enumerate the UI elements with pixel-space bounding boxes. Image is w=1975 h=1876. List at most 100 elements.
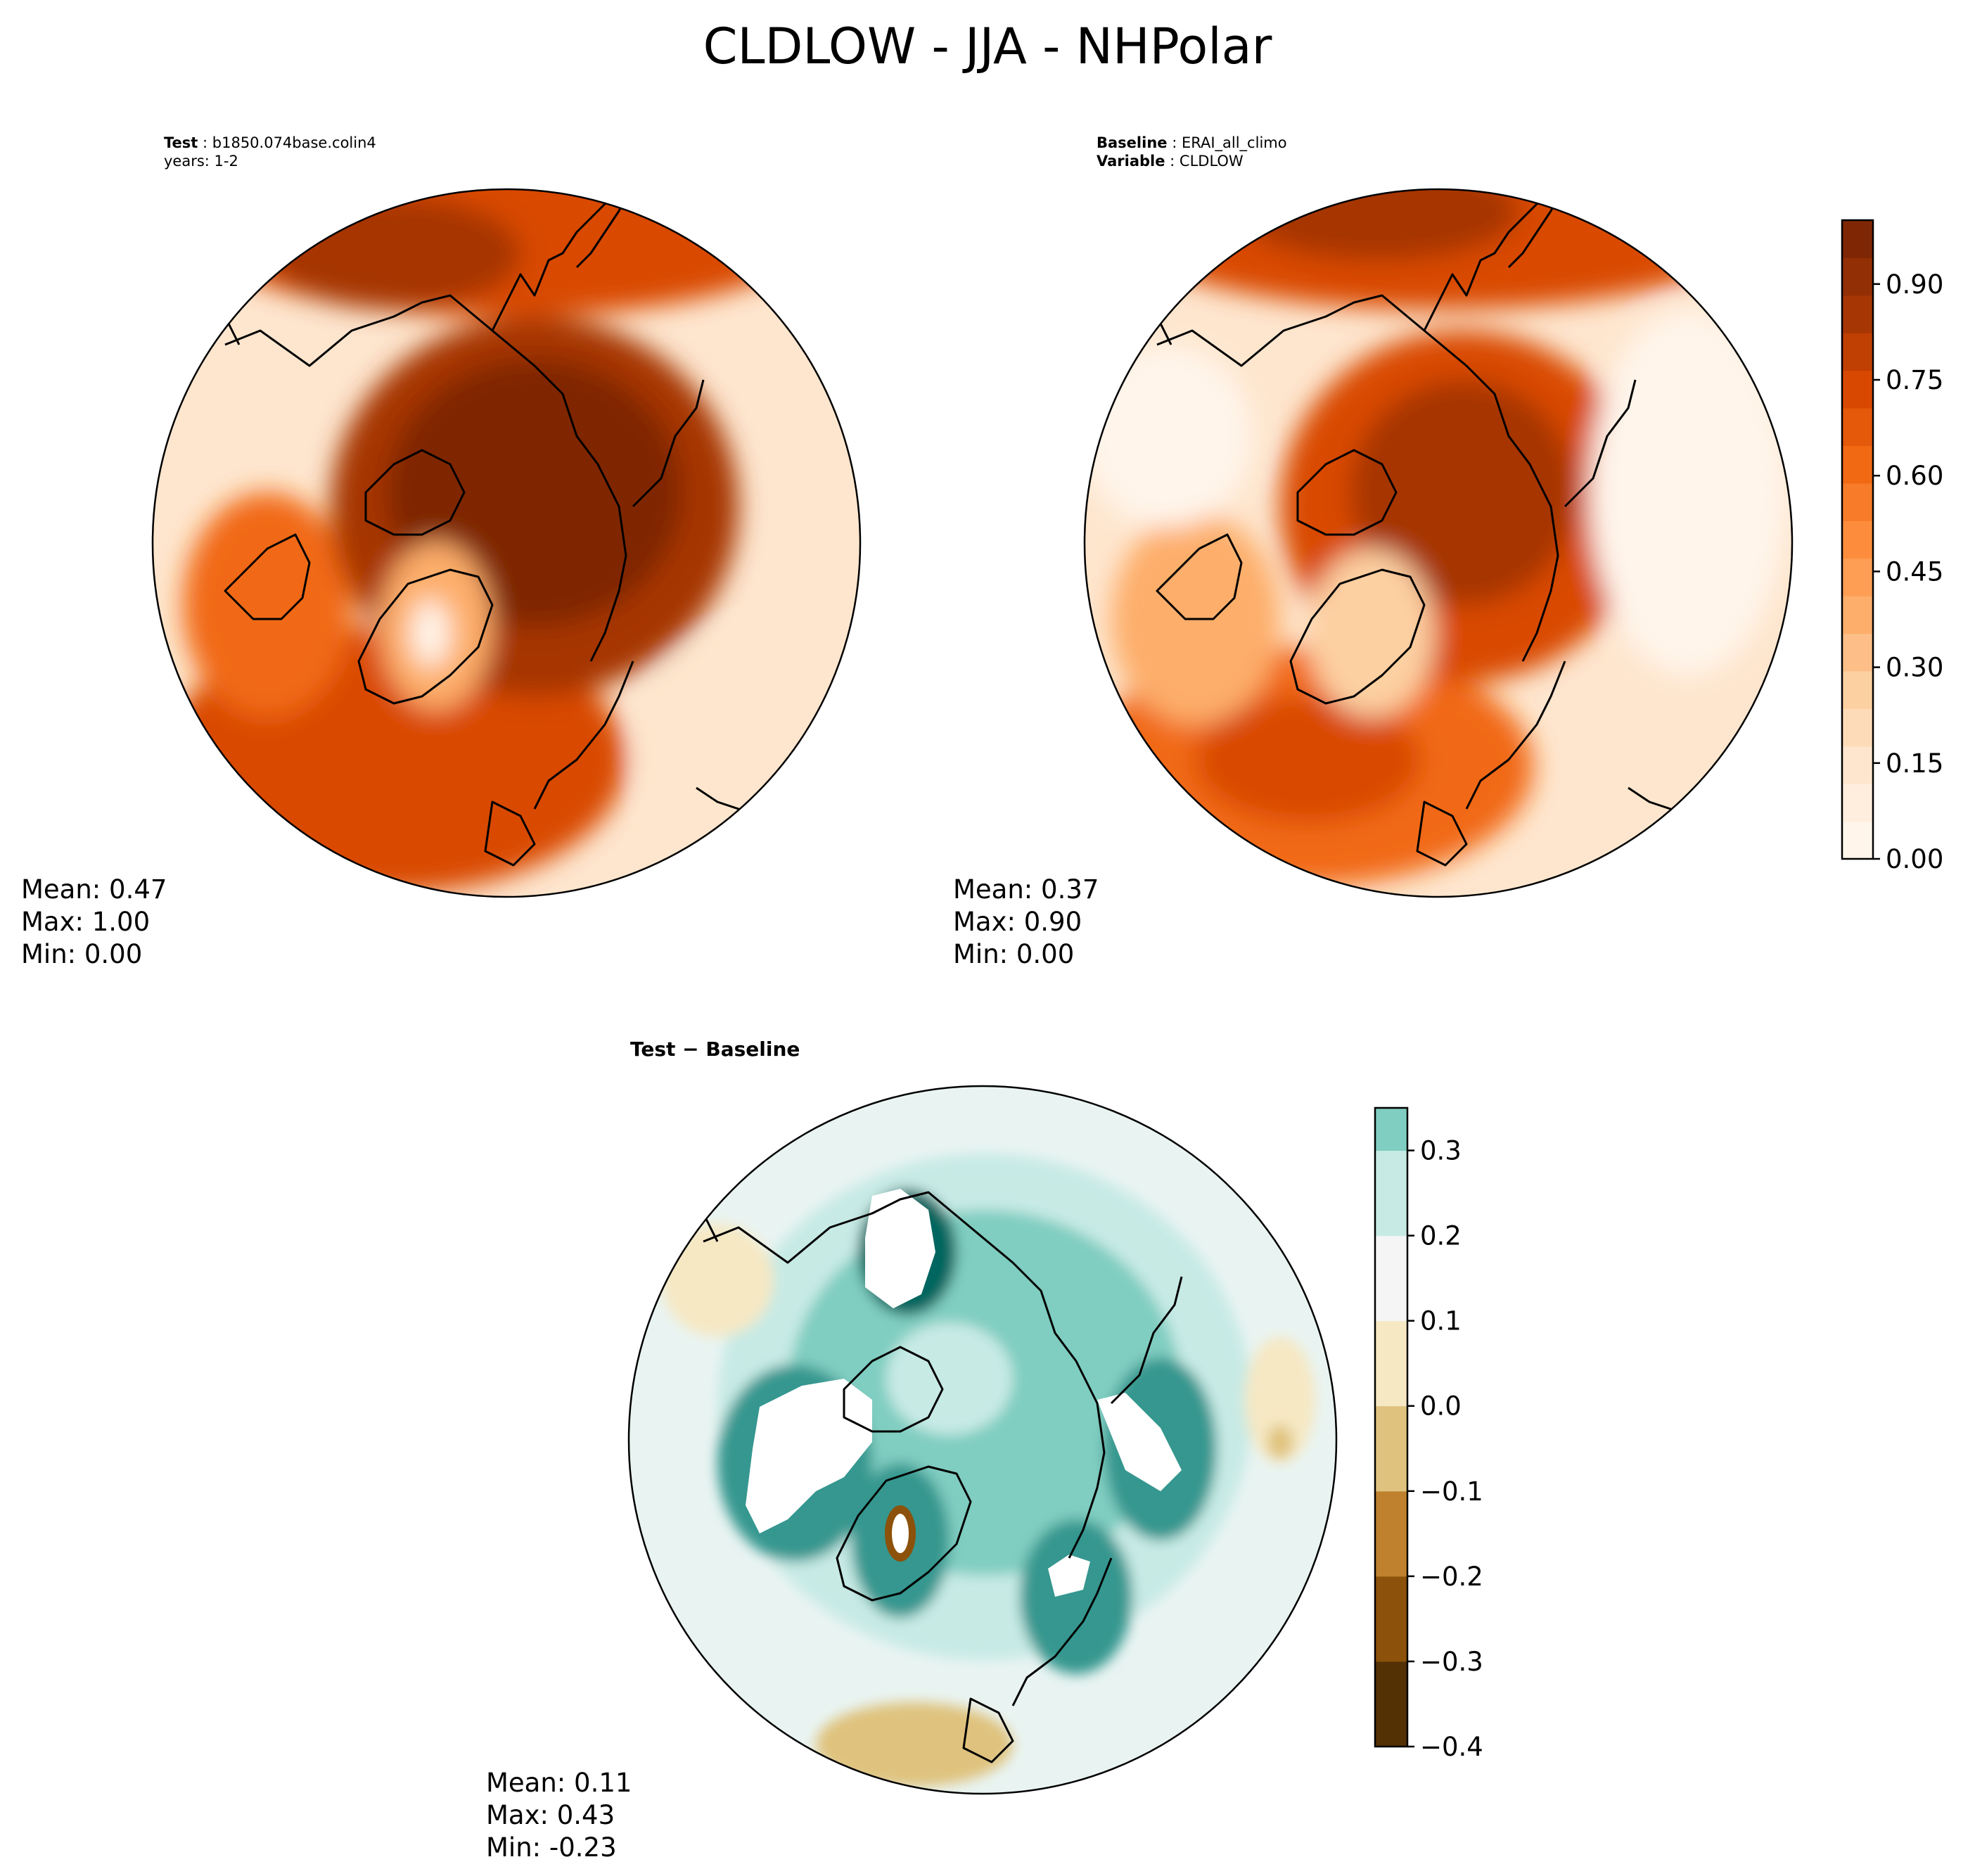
- test-min: Min: 0.00: [21, 939, 143, 969]
- baseline-coastlines: [1100, 189, 1686, 867]
- test-coast-greenland: [357, 568, 494, 705]
- difference-pacific-negative: [661, 1224, 774, 1336]
- test-coast-siberia: [224, 294, 627, 662]
- test-coast-baffin: [224, 533, 311, 620]
- figure-title: CLDLOW - JJA - NHPolar: [703, 18, 1272, 75]
- baseline-coast-baffin: [1156, 533, 1243, 620]
- difference-colorbar-band: [1375, 1576, 1407, 1619]
- test-coast-chukotka: [491, 189, 634, 331]
- baseline-stats: Mean: 0.37 Max: 0.90 Min: 0.00: [953, 874, 1099, 971]
- baseline-colorbar-band: [1842, 408, 1873, 446]
- test-map-border: [151, 188, 862, 898]
- difference-mean: Mean: 0.11: [486, 1768, 632, 1798]
- difference-colorbar-band: [1375, 1193, 1407, 1237]
- difference-coast-scandinavia: [1011, 1557, 1113, 1706]
- baseline-colorbar-frame: [1841, 219, 1874, 860]
- difference-eurasia-negative: [1245, 1336, 1315, 1463]
- test-mean: Mean: 0.47: [21, 874, 167, 905]
- difference-colorbar-tick-label: 0.1: [1420, 1306, 1462, 1336]
- difference-mask-canada: [746, 1379, 872, 1533]
- baseline-map: [1083, 188, 1794, 898]
- baseline-case-name: ERAI_all_climo: [1181, 134, 1287, 151]
- test-labrador-cloud: [183, 492, 352, 717]
- difference-map-border: [627, 1085, 1338, 1795]
- difference-colorbar-tick-label: −0.4: [1420, 1732, 1483, 1762]
- baseline-header: Baseline : ERAI_all_climo Variable : CLD…: [1097, 134, 1287, 170]
- test-years: years: 1-2: [164, 153, 238, 170]
- difference-colorbar-band: [1375, 1704, 1407, 1747]
- difference-scandinavia-strong: [1020, 1519, 1132, 1674]
- test-stats: Mean: 0.47 Max: 1.00 Min: 0.00: [21, 874, 167, 971]
- baseline-colorbar-tick-label: 0.15: [1886, 748, 1943, 779]
- baseline-greenland: [1308, 549, 1435, 717]
- difference-colorbar-band: [1375, 1405, 1407, 1449]
- difference-max: Max: 0.43: [486, 1800, 615, 1830]
- test-label: Test: [164, 134, 198, 151]
- baseline-coast-novaya: [1564, 379, 1637, 508]
- baseline-colorbar-tick-label: 0.90: [1886, 269, 1943, 300]
- difference-map: [627, 1085, 1338, 1795]
- baseline-colorbar-band: [1842, 521, 1873, 559]
- test-case-name: b1850.074base.colin4: [212, 134, 376, 151]
- baseline-mean: Mean: 0.37: [953, 874, 1099, 905]
- difference-colorbar: −0.4 −0.3 −0.2 −0.1 0.0 0.1 0.2 0.3: [1374, 1106, 1483, 1762]
- baseline-eurasia-clear: [1590, 310, 1787, 675]
- difference-colorbar-band: [1375, 1150, 1407, 1194]
- baseline-colorbar-tick-label: 0.60: [1886, 461, 1943, 491]
- test-coast-novaya: [632, 379, 705, 508]
- baseline-colorbar-band: [1842, 445, 1873, 484]
- baseline-colorbar-band: [1842, 558, 1873, 596]
- test-coastlines: [168, 189, 754, 867]
- difference-colorbar-tick-label: 0.3: [1420, 1136, 1462, 1166]
- baseline-bering-cloud: [1238, 189, 1519, 260]
- baseline-colorbar-band: [1842, 483, 1873, 521]
- baseline-colorbar-band: [1842, 821, 1873, 860]
- baseline-colorbar-tick-label: 0.30: [1886, 653, 1943, 683]
- test-bering-cloud: [267, 197, 520, 310]
- baseline-coast-uk: [1416, 800, 1468, 867]
- difference-colorbar-tick-label: −0.3: [1420, 1647, 1483, 1677]
- baseline-colorbar-band: [1842, 370, 1873, 409]
- baseline-colorbar-band: [1842, 257, 1873, 296]
- difference-colorbar-tick-label: −0.1: [1420, 1476, 1483, 1507]
- difference-colorbar-band: [1375, 1619, 1407, 1662]
- test-map: [151, 188, 862, 898]
- difference-coast-archipelago: [843, 1346, 944, 1433]
- difference-colorbar-tick-label: 0.2: [1420, 1221, 1462, 1251]
- baseline-map-border: [1083, 188, 1794, 898]
- difference-colorbar-band: [1375, 1491, 1407, 1534]
- baseline-colorbar-band: [1842, 596, 1873, 634]
- variable-label: Variable: [1097, 153, 1165, 170]
- difference-colorbar-band: [1375, 1235, 1407, 1279]
- difference-mask-siberia: [1097, 1393, 1182, 1491]
- difference-pole-weak: [886, 1322, 1013, 1435]
- difference-atlantic-negative: [816, 1702, 1013, 1787]
- difference-colorbar-band: [1375, 1363, 1407, 1407]
- test-coast-uk: [484, 800, 536, 867]
- baseline-arctic-core: [1350, 380, 1575, 605]
- baseline-colorbar-tick-label: 0.00: [1886, 844, 1943, 874]
- difference-eurasia-neg-core: [1267, 1425, 1293, 1459]
- baseline-colorbar-band: [1842, 333, 1873, 371]
- baseline-colorbar-band: [1842, 784, 1873, 822]
- difference-coast-uk: [962, 1697, 1014, 1763]
- difference-coast-greenland: [836, 1465, 972, 1602]
- difference-colorbar-band: [1375, 1448, 1407, 1492]
- difference-mask-scandinavia: [1048, 1555, 1090, 1597]
- difference-coast-novaya: [1110, 1276, 1183, 1405]
- difference-colorbar-band: [1375, 1278, 1407, 1322]
- baseline-colorbar-band: [1842, 746, 1873, 784]
- difference-min: Min: -0.23: [486, 1832, 617, 1863]
- test-coast-archipelago: [364, 449, 466, 536]
- baseline-coast-greenland: [1289, 568, 1426, 705]
- difference-coast-siberia: [703, 1191, 1106, 1559]
- test-header: Test : b1850.074base.colin4 years: 1-2: [164, 134, 376, 170]
- baseline-colorbar: 0.00 0.15 0.30 0.45 0.60 0.75 0.90: [1841, 219, 1943, 874]
- baseline-alaska-clear: [1085, 345, 1252, 528]
- test-europe-clear: [640, 633, 860, 858]
- baseline-coast-archipelago: [1296, 449, 1398, 536]
- baseline-coast-chukotka: [1423, 189, 1566, 331]
- difference-colorbar-band: [1375, 1108, 1407, 1151]
- baseline-colorbar-band: [1842, 220, 1873, 258]
